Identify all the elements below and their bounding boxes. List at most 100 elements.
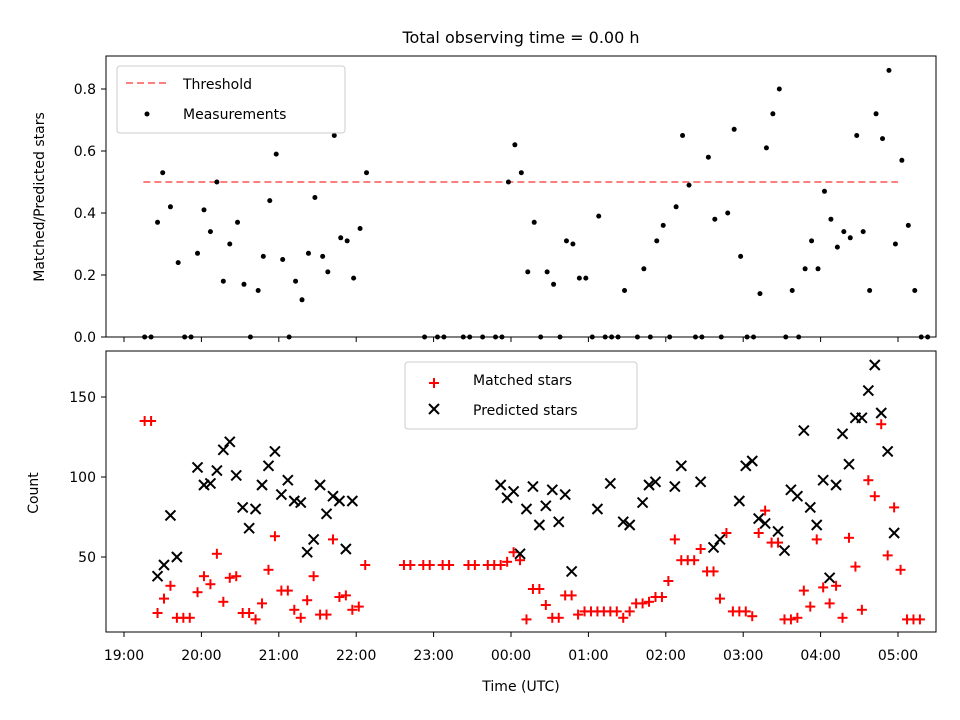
bottom-x-tick-label: 05:00 [878,648,918,664]
measurement-point [725,210,731,216]
top-panel: Total observing time = 0.00 h 0.00.20.40… [32,28,937,346]
matched-star-marker [295,612,306,623]
matched-star-marker [218,596,229,607]
matched-star-marker [424,560,435,570]
bottom-y-axis: 50 100 150 [69,390,106,566]
measurement-point [680,133,686,138]
matched-star-marker [669,534,680,545]
measurement-point [357,226,363,231]
measurement-point [828,216,834,222]
measurement-point [776,86,782,92]
predicted-star-marker [282,474,294,486]
matched-star-marker [469,560,480,570]
matched-star-marker [146,416,157,426]
predicted-star-marker [733,495,746,507]
matched-star-marker [837,612,848,623]
matched-star-marker [515,555,526,566]
matched-star-marker [618,612,629,623]
matched-star-marker [573,609,584,620]
measurement-point [763,145,769,151]
matched-star-marker [553,612,564,623]
measurement-point [570,241,576,247]
bottom-x-tick-label: 02:00 [646,648,686,664]
predicted-star-marker [546,484,558,496]
matched-star-marker [611,606,622,617]
matched-star-marker [158,593,169,604]
top-y-axis: 0.0 0.2 0.4 0.6 0.8 [74,82,106,346]
predicted-star-marker [746,455,758,467]
measurement-point [789,288,795,293]
predicted-star-marker [856,412,868,424]
top-y-tick-label: 0.2 [74,268,96,284]
bottom-y-tick-label: 100 [69,470,96,486]
measurement-point [160,170,166,176]
measurement-point [654,238,660,244]
measurement-point [227,241,233,247]
predicted-star-marker [707,541,720,554]
measurement-point [531,219,537,225]
matched-star-marker [689,555,700,566]
measurement-point [293,278,299,284]
measurement-point [905,222,911,228]
matched-star-marker [637,598,648,609]
top-y-tick-label: 0.6 [74,144,96,160]
predicted-star-marker [249,503,262,515]
measurement-point [809,238,815,244]
predicted-star-marker [778,544,791,557]
matched-star-marker [334,592,345,602]
predicted-star-marker [623,519,636,531]
legend-predicted-swatch [428,403,440,415]
measurement-point [260,253,266,259]
matched-star-marker [843,532,854,543]
predicted-star-marker [740,460,752,472]
measurement-point [847,235,853,241]
measurement-point [201,207,207,213]
matched-star-marker [695,544,706,554]
predicted-star-marker [811,519,823,531]
predicted-star-marker [327,490,339,502]
matched-star-marker [263,564,274,575]
top-panel-title: Total observing time = 0.00 h [401,28,639,47]
measurement-point [686,182,692,188]
top-legend: Threshold Measurements [116,65,346,134]
measurement-point [155,219,161,225]
matched-star-marker [714,593,725,604]
bottom-x-tick-label: 03:00 [723,648,763,664]
predicted-star-marker [275,488,288,501]
matched-star-marker [863,475,874,486]
matched-star-marker [269,531,280,542]
measurement-point [525,269,531,275]
measurement-point [815,266,821,272]
measurement-point [505,179,511,185]
predicted-star-marker [617,516,629,528]
predicted-star-marker [881,445,894,458]
measurement-point [860,229,866,235]
predicted-star-marker [791,490,804,502]
measurement-point [596,213,602,219]
matched-star-marker [753,528,764,538]
predicted-star-marker [888,527,900,539]
matched-star-marker [327,534,338,545]
matched-star-marker [534,584,545,594]
measurement-point [641,266,647,272]
matched-star-marker [321,609,332,620]
measurement-point [873,111,879,117]
matched-star-marker [282,585,293,596]
predicted-star-marker [869,359,881,371]
measurement-point [802,266,808,272]
matched-star-marker [540,600,551,610]
measurement-point [312,195,318,200]
matched-star-marker [805,601,816,612]
measurement-point [892,241,898,247]
predicted-star-marker [649,476,662,488]
matched-star-marker [882,550,893,561]
measurement-point [167,204,173,210]
measurement-point [512,142,518,148]
measurement-point [867,288,873,293]
measurement-point [325,269,331,275]
measurement-point [364,170,370,176]
measurement-point [712,216,718,222]
predicted-star-marker [862,384,875,397]
matched-star-marker [747,611,758,622]
